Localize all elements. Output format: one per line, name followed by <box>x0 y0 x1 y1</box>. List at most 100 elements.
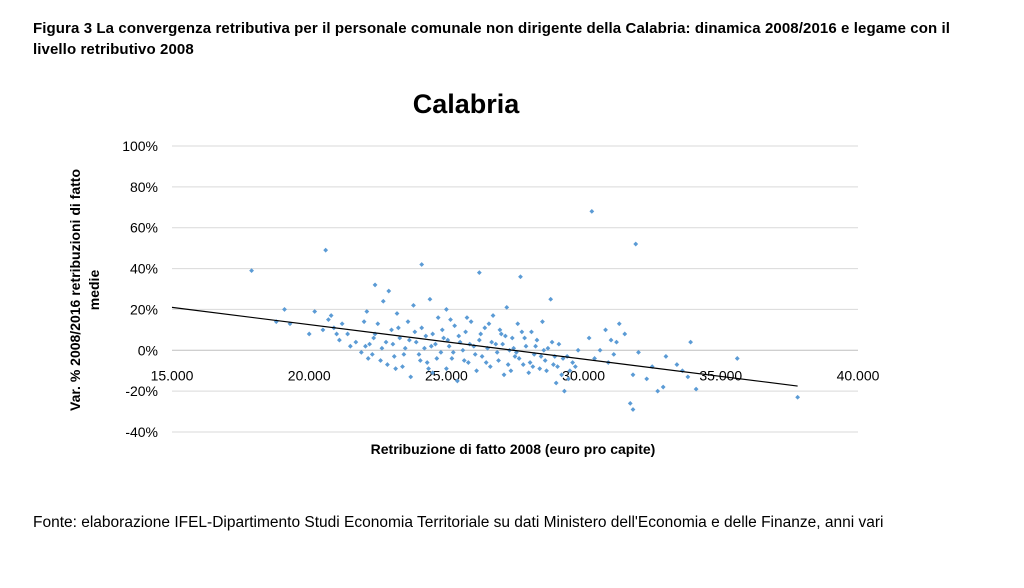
data-point <box>655 388 661 394</box>
data-point <box>468 319 474 325</box>
data-point <box>556 341 562 347</box>
data-point <box>502 333 508 339</box>
data-point <box>372 282 378 288</box>
data-point <box>408 374 414 380</box>
data-point <box>500 341 506 347</box>
y-tick-label: 60% <box>130 220 158 236</box>
data-point <box>367 341 372 347</box>
data-point <box>633 241 639 247</box>
data-point <box>561 388 567 394</box>
data-point <box>378 358 383 363</box>
data-point <box>529 329 534 335</box>
data-point <box>478 331 484 337</box>
x-axis-label: Retribuzione di fatto 2008 (euro pro cap… <box>371 441 656 457</box>
y-tick-label: 0% <box>138 342 158 358</box>
x-tick-label: 20.000 <box>288 367 331 383</box>
data-point <box>551 362 556 367</box>
data-point <box>365 356 371 361</box>
data-point <box>383 339 389 345</box>
data-point <box>417 358 423 363</box>
data-point <box>306 331 312 337</box>
trendline-line <box>171 306 798 387</box>
y-axis-label-line-1: Var. % 2008/2016 retribuzioni di fatto <box>67 169 83 411</box>
data-point <box>430 370 436 376</box>
data-point <box>496 358 501 363</box>
data-point <box>483 360 489 365</box>
y-tick-label: 80% <box>130 179 158 195</box>
data-point <box>544 368 549 374</box>
data-point <box>353 339 359 345</box>
data-point <box>479 354 485 359</box>
data-point <box>450 349 456 355</box>
data-point <box>542 358 548 363</box>
data-point <box>674 362 680 367</box>
data-point <box>433 341 438 347</box>
data-point <box>379 345 385 351</box>
data-point <box>463 329 469 335</box>
data-point <box>497 327 503 333</box>
data-point <box>452 323 458 329</box>
data-point <box>504 304 510 310</box>
data-point <box>586 335 592 341</box>
data-point <box>446 343 452 349</box>
data-point <box>522 335 528 341</box>
data-point <box>474 368 479 374</box>
y-tick-label: 40% <box>130 261 158 277</box>
data-point <box>441 335 447 341</box>
data-point <box>660 384 666 390</box>
data-point <box>548 296 554 302</box>
chart-title: Calabria <box>413 89 521 119</box>
data-point <box>494 349 500 355</box>
data-point <box>575 347 581 353</box>
data-point <box>312 309 318 314</box>
data-point <box>541 347 547 353</box>
data-point <box>423 333 429 339</box>
data-point <box>508 368 514 374</box>
data-point <box>592 356 597 361</box>
data-point <box>476 270 482 276</box>
data-point <box>501 372 507 378</box>
data-point <box>385 362 390 367</box>
data-point <box>526 370 532 376</box>
data-point <box>485 345 490 351</box>
data-point <box>630 407 636 412</box>
data-point <box>515 321 521 327</box>
data-point <box>644 376 650 382</box>
data-point <box>679 368 685 374</box>
data-point <box>336 337 342 343</box>
y-tick-label: 100% <box>122 138 158 154</box>
data-point <box>545 345 551 351</box>
data-point <box>555 364 560 370</box>
data-point <box>693 386 699 392</box>
data-point <box>511 345 517 351</box>
data-point <box>393 366 399 372</box>
data-point <box>444 307 449 312</box>
data-point <box>448 317 453 323</box>
data-point <box>611 351 617 357</box>
data-point <box>249 268 254 274</box>
data-point <box>572 364 578 370</box>
data-point <box>389 327 394 333</box>
data-point <box>434 356 440 361</box>
data-point <box>636 349 641 355</box>
data-point <box>405 319 411 325</box>
data-point <box>386 288 392 294</box>
data-point <box>397 335 403 341</box>
data-point <box>540 319 545 325</box>
data-point <box>435 315 441 320</box>
figure-caption: Figura 3 La convergenza retributiva per … <box>33 20 951 58</box>
data-point <box>413 339 419 345</box>
data-point <box>394 311 400 316</box>
data-point <box>444 366 449 372</box>
data-point <box>438 349 444 355</box>
data-point <box>527 360 533 365</box>
data-point <box>464 315 470 320</box>
data-point <box>559 372 565 378</box>
x-tick-label: 15.000 <box>151 367 194 383</box>
data-point <box>326 317 331 323</box>
data-point <box>364 309 370 314</box>
data-point <box>363 343 368 349</box>
data-point <box>419 262 425 267</box>
data-point <box>553 380 559 386</box>
data-point <box>505 362 511 367</box>
